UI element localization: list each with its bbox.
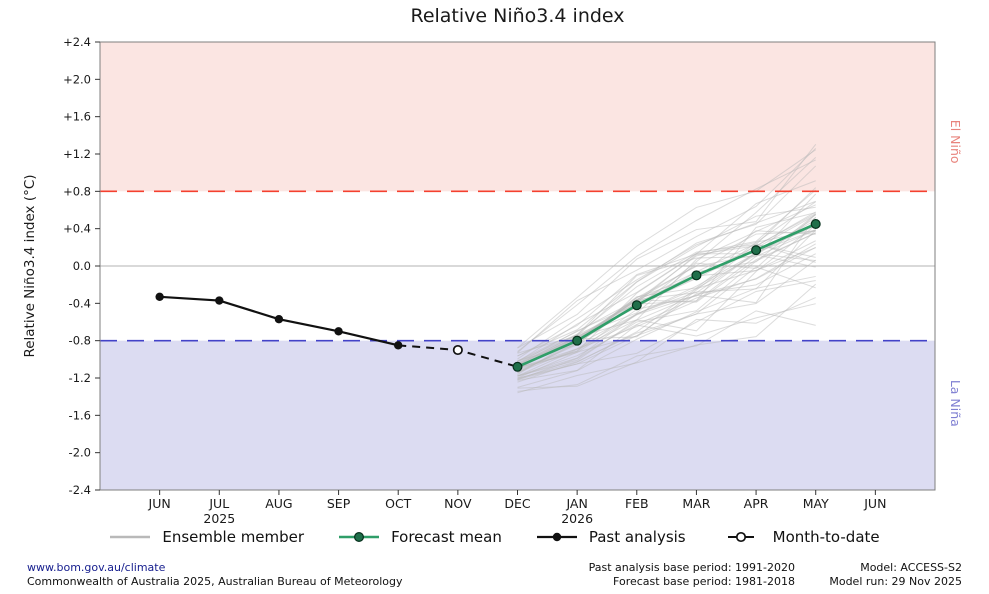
forecast-base-period-text: Forecast base period: 1981-2018 bbox=[613, 575, 795, 588]
y-tick-label: +0.4 bbox=[63, 222, 91, 236]
y-tick-label: -1.6 bbox=[69, 408, 91, 422]
ensemble-member-line bbox=[517, 149, 816, 349]
legend-item-past: Past analysis bbox=[536, 528, 686, 546]
la-nina-label: La Niña bbox=[948, 380, 963, 427]
y-tick-label: +1.2 bbox=[63, 147, 91, 161]
legend-swatch-forecast-icon bbox=[339, 531, 380, 543]
x-tick-label: NOV bbox=[444, 496, 472, 511]
y-tick-label: +0.8 bbox=[63, 184, 91, 198]
ensemble-member-line bbox=[517, 275, 816, 388]
legend-item-forecast: Forecast mean bbox=[338, 528, 502, 546]
x-tick-label: MAR bbox=[682, 496, 710, 511]
chart-title: Relative Niño3.4 index bbox=[410, 5, 625, 27]
ensemble-member-line bbox=[517, 280, 816, 380]
copyright-text: Commonwealth of Australia 2025, Australi… bbox=[27, 575, 403, 588]
ensemble-member-line bbox=[517, 144, 817, 349]
ensemble-member-line bbox=[517, 216, 817, 377]
past-analysis-marker bbox=[155, 292, 164, 301]
y-axis: -2.4 -2.0 -1.6 -1.2 -0.8 -0.4 0.0 +0.4 +0.8 +1.2 +… bbox=[63, 35, 100, 497]
ensemble-member-line bbox=[517, 165, 817, 357]
past-analysis-marker bbox=[274, 315, 284, 324]
ensemble-member-line bbox=[517, 266, 816, 380]
chart-plot: -2.4 -2.0 -1.6 -1.2 -0.8 -0.4 0.0 +0.4 +0.8 +1.2 +… bbox=[22, 35, 963, 524]
legend-swatch-month-to-date-icon bbox=[727, 531, 754, 543]
x-tick-label: DEC bbox=[504, 496, 531, 511]
ensemble-member-line bbox=[517, 201, 816, 366]
forecast-mean-marker bbox=[810, 219, 821, 230]
y-tick-label: -2.0 bbox=[69, 446, 91, 460]
y-tick-label: +2.4 bbox=[63, 35, 91, 49]
forecast-mean-marker bbox=[691, 270, 702, 281]
legend-item-ensemble: Ensemble member bbox=[109, 528, 304, 546]
forecast-mean-marker bbox=[512, 361, 523, 372]
y-axis-label: Relative Niño3.4 index (°C) bbox=[22, 174, 38, 357]
legend-label: Past analysis bbox=[588, 528, 686, 546]
legend: Ensemble member Forecast mean Past analysi… bbox=[0, 528, 989, 546]
ensemble-member-line bbox=[517, 219, 816, 372]
x-tick-label: JUL bbox=[208, 496, 229, 511]
past-base-period-text: Past analysis base period: 1991-2020 bbox=[588, 561, 795, 574]
footer-model-info: Model: ACCESS-S2 Model run: 29 Nov 2025 bbox=[829, 561, 962, 589]
y-tick-label: -2.4 bbox=[69, 483, 91, 497]
past-analysis-marker bbox=[394, 341, 403, 350]
forecast-mean-marker bbox=[631, 300, 642, 311]
ensemble-member-line bbox=[517, 283, 817, 394]
month-to-date-marker bbox=[452, 344, 463, 356]
model-run-text: Model run: 29 Nov 2025 bbox=[829, 575, 962, 588]
x-tick-label: AUG bbox=[265, 496, 292, 511]
legend-swatch-ensemble-icon bbox=[110, 535, 151, 539]
y-tick-label: -1.2 bbox=[69, 371, 91, 385]
x-tick-label: APR bbox=[744, 496, 769, 511]
x-tick-label: SEP bbox=[327, 496, 351, 511]
y-tick-label: +2.0 bbox=[63, 72, 91, 86]
x-tick-label: JUN bbox=[148, 496, 171, 511]
ensemble-member-line bbox=[517, 180, 816, 357]
legend-item-month-to-date: Month-to-date bbox=[720, 528, 880, 546]
legend-label: Forecast mean bbox=[391, 528, 502, 546]
ensemble-member-line bbox=[517, 243, 816, 377]
forecast-mean-marker bbox=[751, 245, 762, 256]
ensemble-member-line bbox=[517, 200, 816, 360]
forecast-mean-line bbox=[516, 222, 817, 368]
y-tick-label: -0.4 bbox=[69, 296, 91, 310]
x-tick-label: MAY bbox=[803, 496, 829, 511]
x-axis: JUN JUL AUG SEP OCT NOV DEC JAN FEB MAR APR MAY JUN 2… bbox=[148, 490, 886, 524]
ensemble-member-line bbox=[517, 229, 816, 369]
legend-label: Ensemble member bbox=[162, 528, 305, 546]
year-label: 2025 bbox=[203, 511, 235, 524]
y-tick-label: 0.0 bbox=[73, 259, 91, 273]
ensemble-member-line bbox=[517, 310, 816, 392]
ensemble-member-line bbox=[517, 214, 816, 374]
forecast-mean-marker bbox=[572, 335, 583, 346]
past-analysis-marker bbox=[215, 296, 224, 305]
footer-left: www.bom.gov.au/climate Commonwealth of A… bbox=[27, 561, 402, 589]
ensemble-member-line bbox=[517, 189, 817, 363]
ensemble-member-line bbox=[517, 247, 816, 383]
x-tick-label: JAN bbox=[565, 496, 587, 511]
ensemble-member-line bbox=[517, 303, 816, 381]
year-label: 2026 bbox=[561, 511, 593, 524]
bom-website-link[interactable]: www.bom.gov.au/climate bbox=[27, 561, 166, 574]
y-tick-label: -0.8 bbox=[69, 334, 91, 348]
legend-label: Month-to-date bbox=[772, 528, 880, 546]
x-tick-label: JUN bbox=[863, 496, 886, 511]
ensemble-member-line bbox=[517, 229, 816, 369]
x-tick-label: OCT bbox=[385, 496, 412, 511]
footer-base-periods: Past analysis base period: 1991-2020 For… bbox=[589, 561, 795, 589]
ensemble-member-line bbox=[517, 297, 816, 389]
el-nino-band bbox=[100, 42, 935, 192]
past-analysis-marker bbox=[334, 327, 343, 336]
y-tick-label: +1.6 bbox=[63, 110, 91, 124]
ensemble-member-line bbox=[517, 246, 816, 369]
el-nino-label: El Niño bbox=[948, 120, 963, 164]
model-text: Model: ACCESS-S2 bbox=[860, 561, 962, 574]
legend-swatch-past-icon bbox=[536, 532, 577, 542]
ensemble-member-line bbox=[517, 147, 817, 354]
x-tick-label: FEB bbox=[625, 496, 649, 511]
ensemble-member-line bbox=[517, 232, 816, 381]
